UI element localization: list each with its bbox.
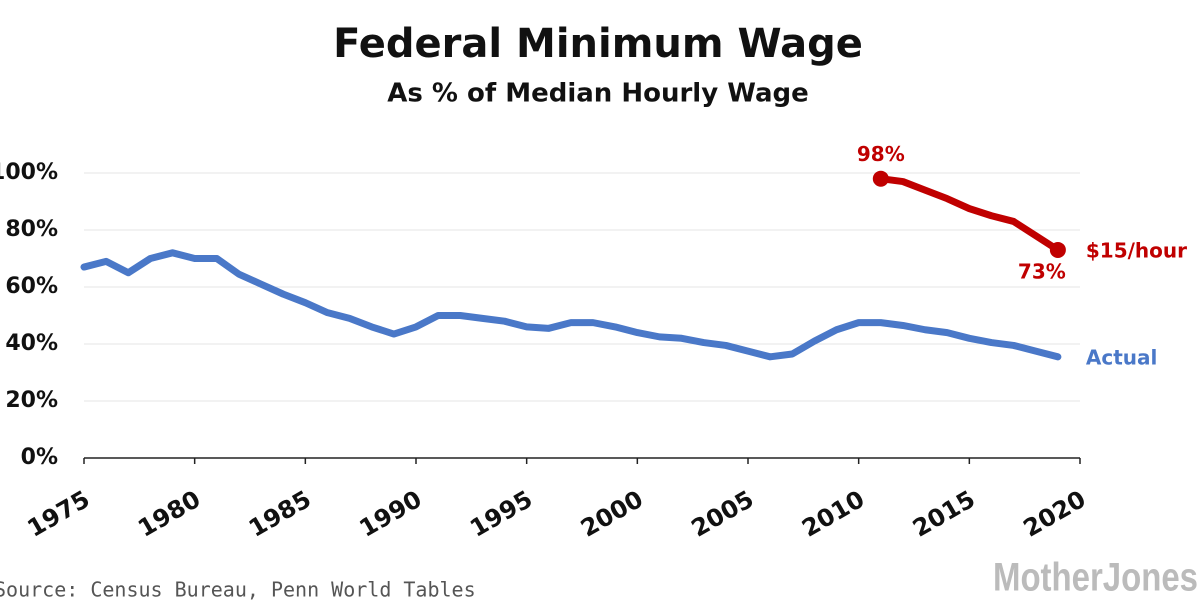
chart-subtitle: As % of Median Hourly Wage xyxy=(387,79,809,109)
series-label: $15/hour xyxy=(1086,238,1187,262)
point xyxy=(1049,241,1066,258)
y-tick-label: 80% xyxy=(5,217,58,242)
y-tick-label: 40% xyxy=(5,331,58,356)
x-tick-label: 1985 xyxy=(244,485,316,543)
x-tick-label: 1975 xyxy=(23,485,95,543)
series-label: Actual xyxy=(1086,345,1157,369)
chart-title: Federal Minimum Wage xyxy=(333,21,863,67)
source-note: Source: Census Bureau, Penn World Tables xyxy=(0,578,476,602)
x-tick-label: 1990 xyxy=(355,485,427,543)
y-tick-label: 0% xyxy=(21,445,58,470)
logo: MotherJones xyxy=(993,556,1198,600)
x-tick-label: 2010 xyxy=(797,485,869,543)
value-label: 73% xyxy=(1018,259,1066,283)
x-tick-label: 2005 xyxy=(687,485,759,543)
x-tick-label: 2000 xyxy=(576,485,648,543)
x-tick-label: 1995 xyxy=(465,485,537,543)
x-tick-label: 1980 xyxy=(133,485,205,543)
point xyxy=(872,170,889,187)
y-tick-label: 60% xyxy=(5,274,58,299)
y-tick-label: 100% xyxy=(0,160,58,185)
series-line xyxy=(80,249,1062,361)
x-tick-label: 2020 xyxy=(1019,485,1091,543)
y-tick-label: 20% xyxy=(5,388,58,413)
series-line xyxy=(877,175,1062,254)
value-label: 98% xyxy=(857,142,905,166)
x-tick-label: 2015 xyxy=(908,485,980,543)
